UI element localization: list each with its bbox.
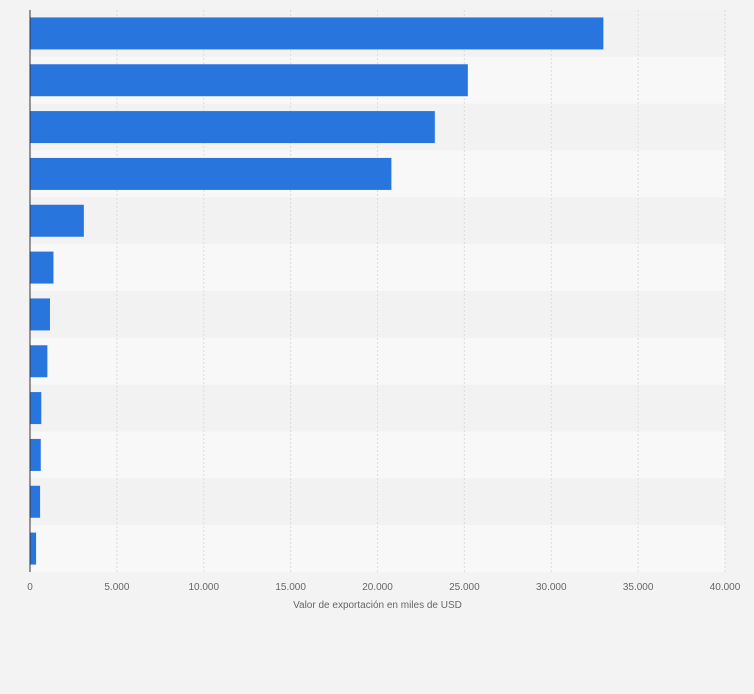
bar[interactable]: [30, 64, 468, 97]
x-tick-label: 10.000: [188, 582, 219, 593]
x-tick-label: 25.000: [449, 582, 480, 593]
bar[interactable]: [30, 111, 435, 144]
bar[interactable]: [30, 157, 392, 190]
bar[interactable]: [30, 485, 41, 518]
x-axis-label: Valor de exportación en miles de USD: [293, 600, 462, 611]
row-band: [30, 337, 725, 385]
x-tick-label: 20.000: [362, 582, 393, 593]
bar[interactable]: [30, 438, 41, 471]
x-tick-label: 15.000: [275, 582, 306, 593]
row-band: [30, 197, 725, 245]
x-tick-label: 30.000: [536, 582, 567, 593]
bar[interactable]: [30, 251, 54, 284]
x-tick-label: 0: [27, 582, 33, 593]
bar[interactable]: [30, 204, 84, 237]
x-tick-label: 40.000: [710, 582, 741, 593]
bar[interactable]: [30, 532, 37, 565]
row-band: [30, 525, 725, 572]
x-tick-labels: 0 5.000 10.000 15.000 20.000 25.000 30.000 35.0…: [27, 582, 741, 593]
bar[interactable]: [30, 298, 50, 331]
x-tick-label: 35.000: [623, 582, 654, 593]
bar[interactable]: [30, 17, 604, 50]
bar[interactable]: [30, 345, 48, 378]
bars: [30, 17, 604, 565]
gridlines: [116, 10, 726, 572]
bar[interactable]: [30, 392, 42, 425]
x-tick-label: 5.000: [104, 582, 129, 593]
